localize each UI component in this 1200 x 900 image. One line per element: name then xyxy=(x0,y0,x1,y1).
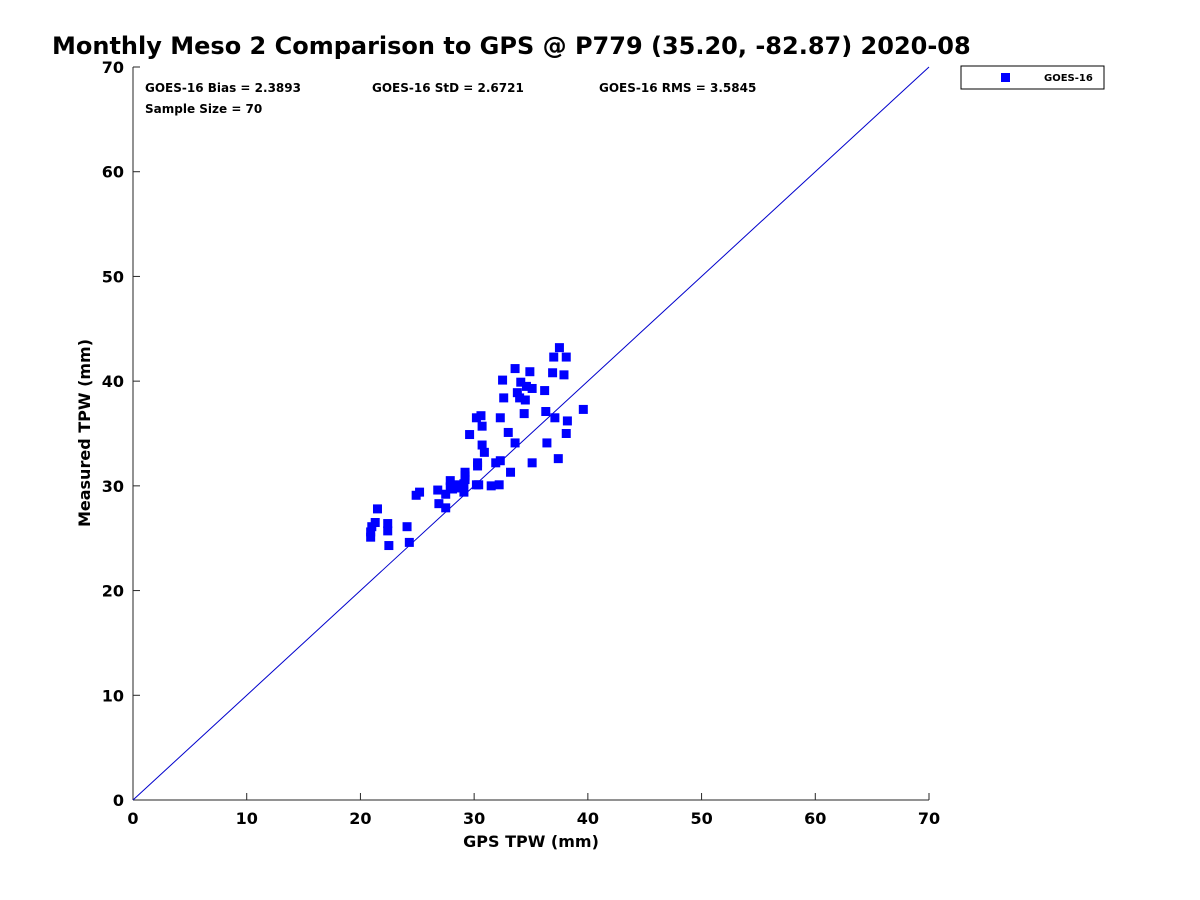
data-point xyxy=(515,393,525,403)
x-tick-label: 50 xyxy=(690,809,712,828)
legend: GOES-16 xyxy=(960,65,1105,90)
data-point xyxy=(561,352,571,362)
data-point xyxy=(372,504,382,514)
data-point xyxy=(494,480,504,490)
x-tick-label: 60 xyxy=(804,809,826,828)
data-point xyxy=(453,483,463,493)
data-point xyxy=(554,343,564,353)
stat-std: GOES-16 StD = 2.6721 xyxy=(372,81,524,95)
data-points xyxy=(366,343,588,551)
x-tick-label: 10 xyxy=(236,809,258,828)
data-point xyxy=(559,370,569,380)
y-tick-label: 10 xyxy=(102,686,124,705)
data-point xyxy=(561,429,571,438)
data-point xyxy=(512,388,522,398)
y-tick-label: 30 xyxy=(102,477,124,496)
legend-box xyxy=(960,65,1105,90)
data-point xyxy=(541,407,551,417)
data-point xyxy=(506,467,516,477)
y-tick-label: 20 xyxy=(102,582,124,601)
data-point xyxy=(519,409,529,419)
data-point xyxy=(548,368,558,378)
data-point xyxy=(477,421,487,431)
plot-area: 0 10 20 30 40 50 60 70 0 10 20 30 40 50 60 70 xyxy=(102,58,940,828)
data-point xyxy=(495,456,505,466)
data-point xyxy=(525,367,535,377)
data-point xyxy=(366,527,376,537)
data-point xyxy=(479,447,489,457)
data-point xyxy=(527,383,537,393)
data-point xyxy=(486,481,496,491)
data-point xyxy=(510,438,520,448)
y-axis-label: Measured TPW (mm) xyxy=(75,339,94,527)
data-point xyxy=(433,485,443,495)
data-point xyxy=(384,541,394,551)
data-point xyxy=(383,519,393,529)
x-tick-label: 70 xyxy=(918,809,940,828)
data-point xyxy=(366,532,376,542)
data-point xyxy=(521,381,531,391)
y-axis-ticks: 0 10 20 30 40 50 60 70 xyxy=(102,58,140,810)
data-point xyxy=(445,476,455,486)
data-point xyxy=(540,386,550,396)
x-tick-label: 30 xyxy=(463,809,485,828)
data-point xyxy=(477,440,487,450)
data-point xyxy=(415,487,425,497)
data-point xyxy=(527,458,537,468)
data-point xyxy=(370,518,380,528)
x-tick-label: 40 xyxy=(577,809,599,828)
data-point xyxy=(473,458,483,468)
stat-rms: GOES-16 RMS = 3.5845 xyxy=(599,81,756,95)
x-tick-label: 0 xyxy=(127,809,138,828)
data-point xyxy=(404,537,414,547)
data-point xyxy=(516,377,526,387)
data-point xyxy=(441,489,451,499)
x-axis-ticks: 0 10 20 30 40 50 60 70 xyxy=(127,793,940,828)
data-point xyxy=(542,438,552,448)
stat-bias: GOES-16 Bias = 2.3893 xyxy=(145,81,301,95)
y-tick-label: 0 xyxy=(113,791,124,810)
data-point xyxy=(476,411,486,421)
x-axis-label: GPS TPW (mm) xyxy=(463,832,599,851)
data-point xyxy=(549,352,559,362)
data-point xyxy=(474,480,484,490)
data-point xyxy=(495,413,505,423)
data-point xyxy=(434,499,444,509)
chart-title: Monthly Meso 2 Comparison to GPS @ P779 … xyxy=(52,32,971,60)
data-point xyxy=(465,430,475,440)
data-point xyxy=(499,393,509,403)
legend-marker xyxy=(1001,73,1010,82)
data-point xyxy=(498,375,508,385)
data-point xyxy=(402,522,412,532)
data-point xyxy=(520,395,530,405)
y-tick-label: 40 xyxy=(102,372,124,391)
x-tick-label: 20 xyxy=(349,809,371,828)
y-tick-label: 50 xyxy=(102,267,124,286)
data-point xyxy=(460,467,470,477)
data-point xyxy=(578,404,588,414)
one-to-one-reference-line xyxy=(132,66,930,801)
data-point xyxy=(441,503,451,513)
y-tick-label: 60 xyxy=(102,163,124,182)
data-point xyxy=(383,526,393,536)
data-point xyxy=(459,487,469,497)
y-tick-label: 70 xyxy=(102,58,124,77)
data-point xyxy=(553,454,563,464)
data-point xyxy=(491,458,501,468)
legend-entry-goes-16: GOES-16 xyxy=(1044,73,1093,84)
stat-sample-size: Sample Size = 70 xyxy=(145,102,262,116)
data-point xyxy=(550,413,560,423)
data-point xyxy=(510,364,520,374)
data-point xyxy=(471,413,481,423)
data-point xyxy=(503,427,513,437)
data-point xyxy=(562,416,572,426)
